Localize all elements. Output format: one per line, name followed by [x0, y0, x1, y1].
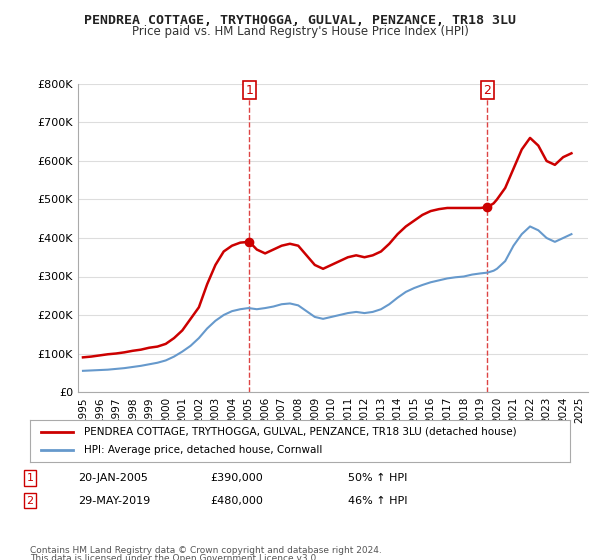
Text: Contains HM Land Registry data © Crown copyright and database right 2024.: Contains HM Land Registry data © Crown c… — [30, 546, 382, 555]
Text: 2: 2 — [26, 496, 34, 506]
Text: 50% ↑ HPI: 50% ↑ HPI — [348, 473, 407, 483]
Text: This data is licensed under the Open Government Licence v3.0.: This data is licensed under the Open Gov… — [30, 554, 319, 560]
Text: Price paid vs. HM Land Registry's House Price Index (HPI): Price paid vs. HM Land Registry's House … — [131, 25, 469, 38]
Text: 1: 1 — [245, 84, 253, 97]
Text: PENDREA COTTAGE, TRYTHOGGA, GULVAL, PENZANCE, TR18 3LU: PENDREA COTTAGE, TRYTHOGGA, GULVAL, PENZ… — [84, 14, 516, 27]
Text: 1: 1 — [26, 473, 34, 483]
Text: 20-JAN-2005: 20-JAN-2005 — [78, 473, 148, 483]
Text: £480,000: £480,000 — [210, 496, 263, 506]
Text: £390,000: £390,000 — [210, 473, 263, 483]
Text: HPI: Average price, detached house, Cornwall: HPI: Average price, detached house, Corn… — [84, 445, 322, 455]
Text: PENDREA COTTAGE, TRYTHOGGA, GULVAL, PENZANCE, TR18 3LU (detached house): PENDREA COTTAGE, TRYTHOGGA, GULVAL, PENZ… — [84, 427, 517, 437]
Text: 2: 2 — [484, 84, 491, 97]
Text: 29-MAY-2019: 29-MAY-2019 — [78, 496, 150, 506]
Text: 46% ↑ HPI: 46% ↑ HPI — [348, 496, 407, 506]
